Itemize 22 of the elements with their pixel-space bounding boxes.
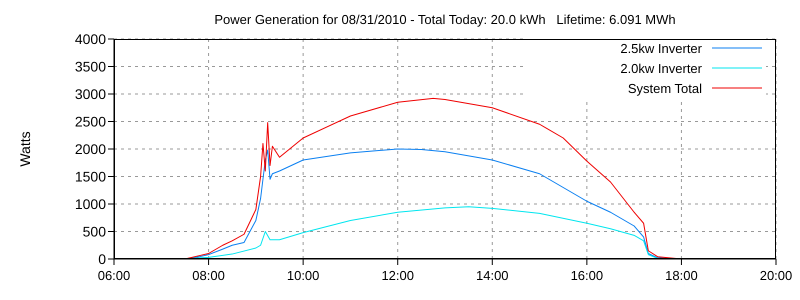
x-tick-label: 08:00 <box>192 268 225 284</box>
y-tick-label: 4000 <box>74 30 106 47</box>
x-tick-label: 14:00 <box>476 268 509 284</box>
y-tick-label: 2500 <box>74 113 106 130</box>
y-tick-label: 1500 <box>74 168 106 184</box>
x-tick-label: 20:00 <box>760 268 792 284</box>
y-tick-label: 3500 <box>74 58 106 74</box>
y-tick-label: 0 <box>98 250 106 267</box>
y-axis-title: Watts <box>17 131 33 167</box>
x-tick-label: 18:00 <box>665 268 698 284</box>
legend-label: 2.0kw Inverter <box>620 60 702 76</box>
x-tick-label: 10:00 <box>286 268 320 284</box>
chart-title: Power Generation for 08/31/2010 - Total Today: 20.0 kWh Lifetime: 6.091 MWh <box>213 12 677 27</box>
legend-label: 2.5kw Inverter <box>620 40 702 56</box>
legend-label: System Total <box>628 80 702 96</box>
y-tick-label: 3000 <box>74 86 106 102</box>
x-tick-label: 12:00 <box>381 268 414 284</box>
y-tick-label: 1000 <box>74 196 106 212</box>
y-tick-label: 2000 <box>74 140 106 157</box>
x-tick-label: 06:00 <box>98 268 130 284</box>
y-tick-label: 500 <box>82 223 106 240</box>
x-tick-label: 16:00 <box>570 268 604 284</box>
